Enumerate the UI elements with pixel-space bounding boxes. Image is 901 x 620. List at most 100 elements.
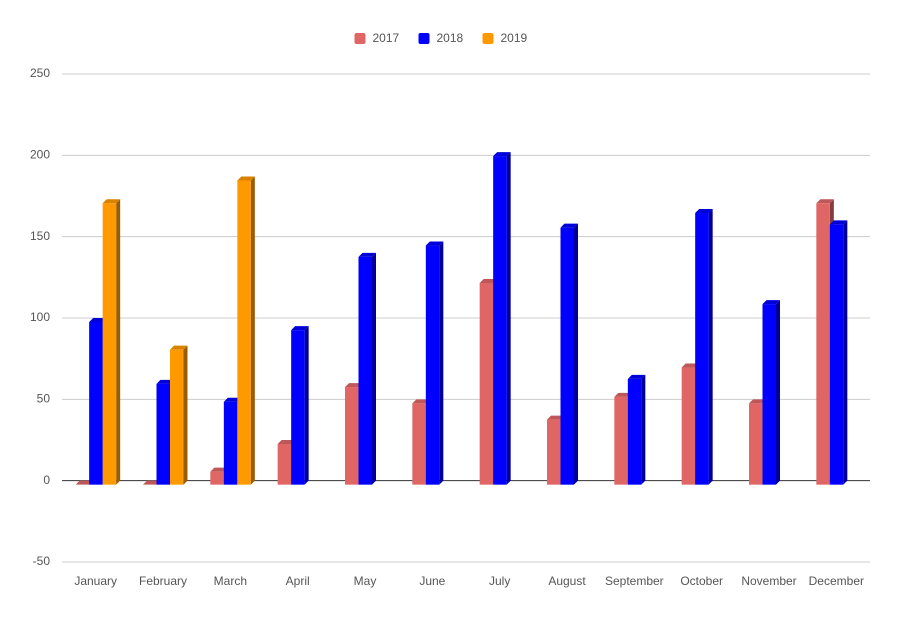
x-tick-label: October — [680, 574, 723, 588]
bar-top — [816, 199, 834, 204]
bar — [237, 176, 255, 485]
bar-side — [183, 345, 188, 485]
bar-front — [829, 224, 844, 485]
bar-top — [749, 399, 767, 404]
bar-front — [627, 378, 642, 485]
bar-top — [156, 379, 174, 384]
legend-label: 2017 — [373, 31, 400, 45]
bar-top — [627, 374, 646, 379]
legend-swatch — [482, 33, 494, 44]
bar-front — [237, 180, 251, 485]
legend-swatch — [418, 33, 430, 44]
bar — [829, 220, 848, 485]
x-tick-label: September — [605, 574, 664, 588]
bar-front — [102, 203, 117, 485]
bar-top — [210, 467, 228, 472]
bar-front — [89, 322, 103, 485]
bar-front — [345, 387, 359, 485]
bar — [762, 300, 780, 485]
bar-front — [210, 471, 224, 485]
bar — [170, 345, 188, 485]
bar-front — [749, 403, 763, 485]
bar-top — [277, 440, 296, 444]
legend-swatch — [354, 33, 366, 44]
y-tick-label: 50 — [37, 392, 51, 406]
bar-front — [816, 203, 830, 485]
bar — [102, 199, 121, 485]
bar-front — [493, 156, 507, 485]
bar-top — [547, 415, 565, 420]
bar-top — [614, 392, 632, 397]
bar-side — [708, 209, 713, 485]
x-tick-label: April — [286, 574, 310, 588]
x-tick-label: July — [489, 574, 510, 588]
x-tick-label: December — [809, 574, 864, 588]
bar-top — [291, 326, 309, 331]
bar-front — [695, 213, 709, 485]
bar-top — [102, 199, 121, 204]
bar-side — [372, 252, 376, 485]
bar-front — [170, 349, 184, 485]
bar — [560, 223, 578, 485]
bar — [627, 374, 646, 485]
bar-top — [681, 363, 700, 368]
y-tick-label: -50 — [33, 554, 51, 568]
y-tick-label: 250 — [30, 66, 50, 80]
legend-label: 2019 — [501, 31, 528, 45]
bar-front — [681, 367, 696, 485]
bar-top — [560, 223, 578, 228]
bar-front — [291, 330, 305, 485]
bar — [358, 252, 376, 485]
x-tick-label: February — [139, 574, 187, 588]
bar-top — [75, 480, 94, 485]
bar — [695, 209, 713, 485]
x-tick-label: November — [741, 574, 796, 588]
bar — [291, 326, 309, 485]
bar-top — [89, 318, 107, 322]
bar-side — [116, 199, 121, 485]
y-tick-label: 100 — [30, 310, 50, 324]
bar-side — [439, 241, 444, 485]
bar-front — [547, 419, 561, 485]
bar-top — [358, 252, 376, 257]
y-tick-label: 200 — [30, 148, 50, 162]
bar-front — [614, 396, 628, 485]
bar-top — [695, 209, 713, 214]
bar-side — [250, 176, 255, 485]
bar-top — [425, 241, 444, 246]
legend-label: 2018 — [437, 31, 464, 45]
bar-top — [345, 383, 363, 388]
x-tick-label: June — [419, 574, 445, 588]
bar-front — [223, 401, 238, 485]
bar-top — [412, 399, 430, 404]
bar-front — [277, 444, 292, 485]
bar-side — [776, 300, 780, 485]
bar-front — [425, 245, 440, 485]
x-tick-label: August — [548, 574, 586, 588]
bar-front — [479, 282, 494, 485]
bar-front — [358, 256, 372, 485]
y-tick-label: 150 — [30, 229, 50, 243]
x-tick-label: March — [214, 574, 247, 588]
x-tick-label: May — [354, 574, 377, 588]
bar-top — [493, 152, 511, 157]
bar-top — [223, 397, 242, 402]
bar-side — [843, 220, 848, 485]
bar-side — [304, 326, 309, 485]
bar-front — [412, 403, 426, 485]
bar-front — [762, 304, 776, 485]
bar — [75, 480, 94, 485]
bar-top — [143, 480, 161, 485]
bar-side — [574, 223, 578, 485]
bar-front — [156, 383, 170, 485]
bar — [493, 152, 511, 485]
bar — [143, 480, 161, 485]
bar — [425, 241, 444, 485]
y-tick-label: 0 — [43, 473, 50, 487]
bar-top — [762, 300, 780, 305]
x-tick-label: January — [74, 574, 117, 588]
bar-top — [479, 278, 498, 283]
bar-top — [829, 220, 848, 225]
bar-front — [560, 227, 574, 485]
